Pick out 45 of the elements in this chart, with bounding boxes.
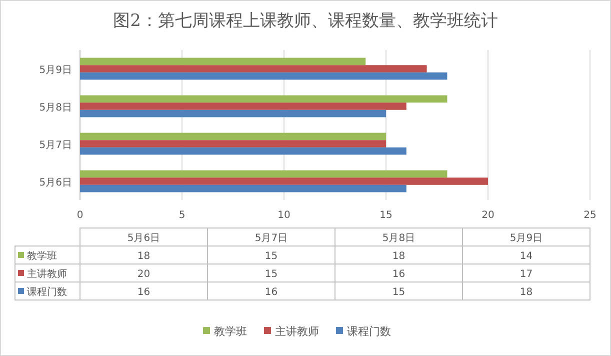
x-tick-label: 5月6日 xyxy=(127,233,160,244)
y-tick-label: 主讲教师 xyxy=(27,268,67,280)
bar xyxy=(80,72,448,80)
x-tick-label: 5月9日 xyxy=(510,233,543,244)
y-tick-label: 5月9日 xyxy=(39,64,72,76)
data-label: 16 xyxy=(264,287,278,298)
legend-label: 课程门数 xyxy=(347,325,391,338)
chart-title: 图2：第七周课程上课教师、课程数量、教学班统计 xyxy=(113,11,498,31)
legend-label: 教学班 xyxy=(214,325,247,338)
data-label: 18 xyxy=(520,287,533,298)
x-tick-label: 15 xyxy=(380,210,392,221)
bar xyxy=(80,140,386,148)
data-label: 16 xyxy=(392,269,406,280)
data-label: 20 xyxy=(137,269,150,280)
y-tick-label: 5月8日 xyxy=(39,102,72,114)
data-label: 15 xyxy=(264,251,278,262)
bar xyxy=(80,95,448,103)
data-label: 15 xyxy=(264,269,278,280)
y-tick-label: 5月7日 xyxy=(39,140,72,151)
bar xyxy=(80,184,406,192)
bar xyxy=(80,147,406,155)
bar xyxy=(80,132,386,140)
y-tick-label: 教学班 xyxy=(27,250,57,262)
bar xyxy=(80,58,366,66)
data-label: 14 xyxy=(520,251,533,262)
x-tick-label: 5月7日 xyxy=(254,233,288,244)
x-tick-label: 5月8日 xyxy=(382,233,416,244)
bar xyxy=(80,110,386,118)
y-tick-label: 5月6日 xyxy=(39,177,72,188)
bar xyxy=(80,65,427,72)
data-label: 17 xyxy=(520,269,533,280)
x-tick-label: 10 xyxy=(278,210,290,221)
legend-label: 主讲教师 xyxy=(275,325,319,338)
data-label: 18 xyxy=(392,251,406,262)
bar xyxy=(80,102,406,110)
bar xyxy=(80,178,488,185)
data-label: 15 xyxy=(392,287,406,298)
x-tick-label: 0 xyxy=(76,210,84,221)
x-tick-label: 5 xyxy=(178,210,186,221)
data-label: 16 xyxy=(137,287,150,298)
data-label: 18 xyxy=(137,251,150,262)
x-tick-label: 20 xyxy=(482,210,494,221)
y-tick-label: 课程门数 xyxy=(27,286,67,298)
x-tick-label: 25 xyxy=(584,210,596,221)
bar xyxy=(80,170,448,178)
